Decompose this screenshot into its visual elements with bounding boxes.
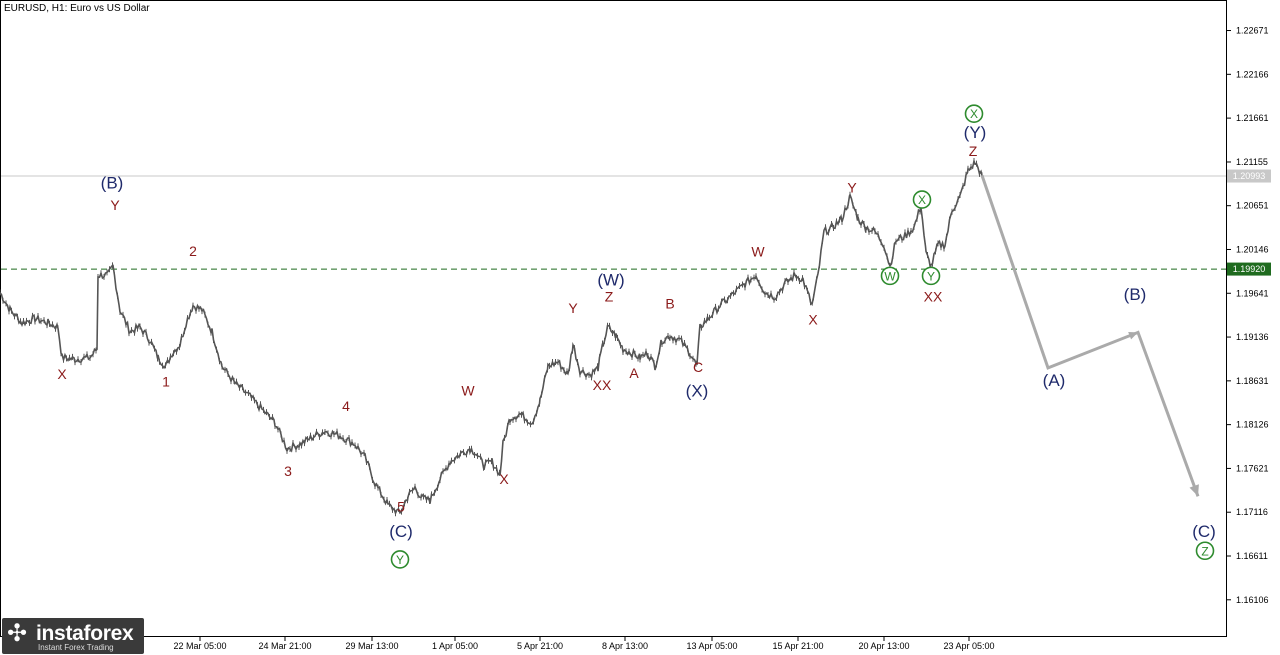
y-tick-label: 1.18631: [1236, 376, 1269, 386]
y-tick-label: 1.21155: [1236, 157, 1268, 167]
wave-label: 2: [189, 243, 197, 259]
y-tick-label: 1.17621: [1236, 463, 1269, 473]
x-tick-label: 23 Apr 05:00: [943, 641, 994, 651]
wave-label: X: [499, 471, 509, 487]
forecast-line: [980, 174, 1200, 497]
instaforex-logo: ✣ instaforex Instant Forex Trading: [2, 618, 144, 654]
x-tick-label: 22 Mar 05:00: [173, 641, 226, 651]
y-tick-label: 1.20146: [1236, 244, 1269, 254]
wave-label: 5: [397, 499, 405, 515]
wave-label: X: [970, 107, 978, 121]
wave-label: (C): [1192, 522, 1216, 541]
y-tick-label: 1.20651: [1236, 201, 1269, 211]
wave-label: A: [629, 365, 639, 381]
forecast-path: [980, 174, 1200, 497]
y-tick-label: 1.16611: [1236, 551, 1268, 561]
wave-label-circle: [964, 104, 984, 124]
wave-label-circle: [912, 190, 932, 209]
wave-label: Y: [847, 179, 857, 195]
wave-label: 3: [284, 463, 292, 479]
wave-label: Y: [568, 300, 578, 316]
plot-frame: [0, 0, 1227, 637]
current-price-label: 1.20993: [1233, 171, 1266, 181]
price-series: [0, 157, 983, 517]
forecast-arrowhead: [1189, 484, 1199, 497]
wave-label: Y: [396, 553, 404, 567]
wave-label: W: [461, 382, 475, 398]
logo-tagline: Instant Forex Trading: [38, 643, 114, 652]
wave-label: XX: [593, 377, 612, 393]
wave-label: Z: [969, 143, 978, 159]
x-axis: 22 Mar 05:00 24 Mar 21:00 29 Mar 13:00 1 Ap…: [173, 636, 995, 651]
wave-label: X: [918, 193, 926, 207]
y-tick-label: 1.17116: [1236, 507, 1268, 517]
wave-label: (X): [686, 381, 709, 400]
level-price-tag: 1.19920: [1227, 262, 1271, 276]
wave-label: 4: [342, 398, 350, 414]
y-axis: 1.22671 1.22166 1.21661 1.21155 1.20651 1.201…: [1226, 26, 1269, 605]
y-tick-label: 1.21661: [1236, 113, 1269, 123]
wave-label-circle: [880, 266, 900, 286]
x-tick-label: 1 Apr 05:00: [432, 641, 478, 651]
x-tick-label: 13 Apr 05:00: [686, 641, 737, 651]
y-tick-label: 1.22671: [1236, 26, 1269, 36]
x-tick-label: 5 Apr 21:00: [517, 641, 563, 651]
forecast-arrowhead: [1128, 331, 1138, 340]
wave-label: Y: [110, 197, 120, 213]
wave-label: Y: [927, 269, 935, 283]
instaforex-logo-icon: ✣: [7, 620, 28, 647]
x-tick-label: 24 Mar 21:00: [258, 641, 311, 651]
wave-label: Z: [1201, 544, 1208, 558]
current-price-tag: 1.20993: [1227, 169, 1271, 183]
wave-label: C: [693, 359, 703, 375]
wave-label: W: [751, 244, 765, 260]
chart-title: EURUSD, H1: Euro vs US Dollar: [4, 3, 150, 14]
wave-label: (A): [1043, 371, 1066, 390]
wave-label: (B): [1124, 285, 1147, 304]
wave-label-circle: [390, 550, 410, 569]
wave-label: X: [57, 366, 67, 382]
x-tick-label: 15 Apr 21:00: [772, 641, 823, 651]
wave-label: (Y): [964, 123, 987, 142]
wave-label: X: [808, 311, 818, 327]
logo-text: instaforex: [36, 622, 134, 645]
y-tick-label: 1.16106: [1236, 595, 1269, 605]
y-tick-label: 1.19136: [1236, 332, 1269, 342]
x-tick-label: 20 Apr 13:00: [858, 641, 909, 651]
y-tick-label: 1.19641: [1236, 288, 1269, 298]
wave-label: (W): [597, 270, 624, 289]
x-tick-label: 29 Mar 13:00: [345, 641, 398, 651]
wave-label-circle: [921, 266, 941, 286]
wave-label-circle: [1195, 541, 1215, 561]
wave-label: XX: [924, 289, 943, 305]
wave-label: 1: [162, 374, 170, 390]
wave-label: W: [884, 269, 896, 283]
x-tick-label: 8 Apr 13:00: [602, 641, 648, 651]
y-tick-label: 1.22166: [1236, 69, 1269, 79]
wave-label: (B): [101, 173, 124, 192]
wave-label: B: [665, 296, 674, 312]
y-tick-label: 1.18126: [1236, 420, 1269, 430]
level-price-label: 1.19920: [1233, 264, 1266, 274]
wave-label: Z: [605, 289, 614, 305]
wave-label: (C): [389, 522, 413, 541]
